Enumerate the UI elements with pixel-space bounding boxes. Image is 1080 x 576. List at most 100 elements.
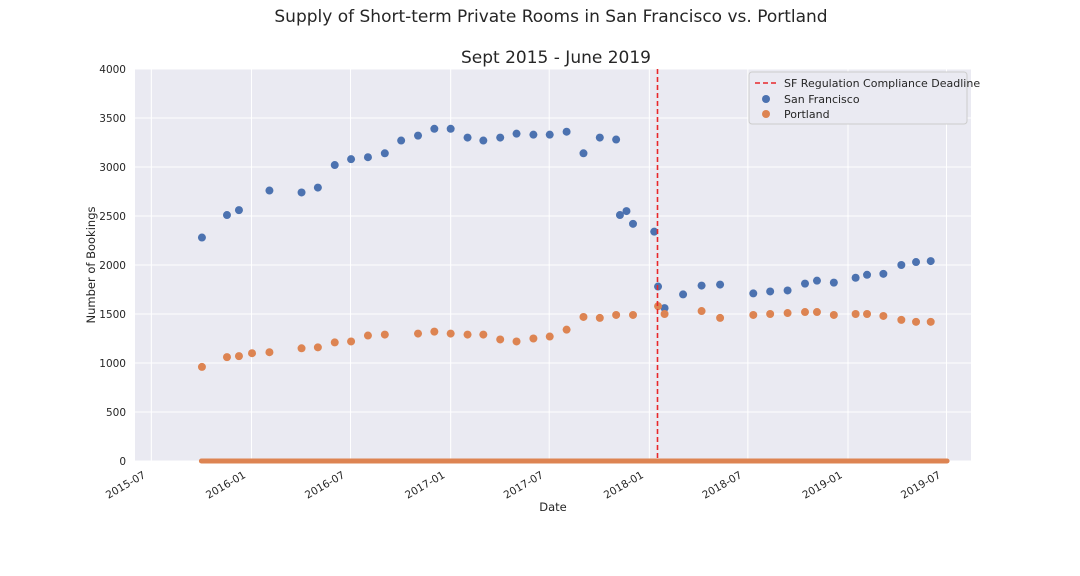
y-axis-ticks: 0 500 1000 1500 2000 2500 3000 3500 4000: [99, 64, 126, 468]
data-point: [650, 227, 659, 236]
data-point: [783, 309, 792, 318]
data-point: [800, 308, 809, 317]
data-point: [297, 344, 306, 353]
chart-title: Supply of Short-term Private Rooms in Sa…: [274, 7, 827, 27]
data-point: [654, 302, 663, 311]
data-point: [347, 337, 356, 346]
data-point: [414, 329, 423, 338]
x-tick-label: 2016-01: [204, 469, 248, 501]
data-point: [879, 269, 888, 278]
legend-deadline-label: SF Regulation Compliance Deadline: [784, 77, 980, 90]
data-point: [851, 273, 860, 282]
data-point: [679, 290, 688, 299]
x-tick-label: 2017-01: [403, 469, 447, 501]
grid-lines: [135, 68, 971, 462]
data-point: [234, 352, 243, 361]
data-point: [463, 330, 472, 339]
data-point: [829, 310, 838, 319]
data-point: [612, 310, 621, 319]
data-point: [615, 211, 624, 220]
data-point: [697, 307, 706, 316]
data-point: [562, 325, 571, 334]
data-point: [863, 270, 872, 279]
data-point: [297, 188, 306, 197]
data-point: [660, 304, 669, 313]
data-point: [347, 155, 356, 164]
series-san-francisco: [197, 124, 935, 313]
data-point: [197, 233, 206, 242]
chart-subtitle: Sept 2015 - June 2019: [461, 48, 651, 68]
data-point: [234, 206, 243, 215]
data-point: [446, 329, 455, 338]
data-point: [851, 310, 860, 318]
y-tick-label: 1000: [99, 358, 126, 370]
data-point: [512, 337, 521, 346]
y-axis-label: Number of Bookings: [84, 207, 98, 324]
data-point: [926, 317, 935, 326]
data-point: [529, 130, 538, 139]
data-point: [562, 127, 571, 136]
data-point: [222, 353, 231, 362]
x-axis-ticks: 2015-07 2016-01 2016-07 2017-01 2017-07 2018-…: [104, 469, 943, 501]
data-point: [545, 130, 554, 139]
data-point: [766, 287, 775, 296]
x-tick-label: 2018-01: [602, 469, 646, 501]
y-tick-label: 1500: [99, 309, 126, 321]
y-tick-label: 2000: [99, 260, 126, 272]
data-point: [496, 335, 505, 344]
data-point: [463, 133, 472, 142]
data-point: [716, 313, 725, 322]
x-tick-label: 2015-07: [104, 469, 148, 501]
data-point: [912, 317, 921, 326]
data-point: [629, 219, 638, 228]
data-point: [248, 349, 257, 358]
x-tick-label: 2018-07: [700, 469, 744, 501]
data-point: [800, 279, 809, 288]
y-tick-label: 500: [106, 407, 126, 419]
x-tick-label: 2019-01: [800, 469, 844, 501]
data-point: [313, 343, 322, 352]
data-point: [879, 311, 888, 320]
data-point: [512, 129, 521, 138]
data-point: [545, 332, 554, 341]
data-point: [579, 149, 588, 158]
data-point: [197, 362, 206, 371]
data-point: [479, 136, 488, 145]
data-point: [926, 257, 935, 266]
data-point: [612, 135, 621, 144]
legend-portland-swatch: [762, 110, 770, 118]
legend-portland-label: Portland: [784, 108, 830, 121]
data-point: [716, 280, 725, 289]
x-tick-label: 2016-07: [303, 469, 347, 501]
data-point: [863, 310, 872, 318]
data-point: [660, 310, 669, 318]
data-point: [529, 334, 538, 343]
data-point: [595, 313, 604, 322]
data-point: [812, 276, 821, 285]
data-point: [380, 330, 389, 339]
data-point: [330, 161, 339, 170]
data-point: [330, 338, 339, 347]
x-axis-label: Date: [539, 500, 567, 514]
data-point: [812, 308, 821, 317]
legend-sf-swatch: [762, 95, 770, 103]
data-point: [414, 131, 423, 140]
data-point: [222, 211, 231, 220]
data-point: [446, 124, 455, 133]
data-point: [595, 133, 604, 142]
data-point: [265, 186, 274, 195]
data-point: [363, 153, 372, 162]
data-point: [479, 330, 488, 339]
legend-box: [748, 71, 968, 125]
y-tick-label: 0: [119, 456, 126, 468]
y-tick-label: 2500: [99, 211, 126, 223]
data-point: [363, 331, 372, 340]
y-tick-label: 4000: [99, 64, 126, 76]
data-point: [579, 312, 588, 321]
data-point: [766, 310, 775, 318]
legend: SF Regulation Compliance Deadline San Fr…: [748, 71, 980, 125]
data-point: [749, 289, 758, 298]
y-tick-label: 3500: [99, 113, 126, 125]
data-point: [265, 348, 274, 357]
